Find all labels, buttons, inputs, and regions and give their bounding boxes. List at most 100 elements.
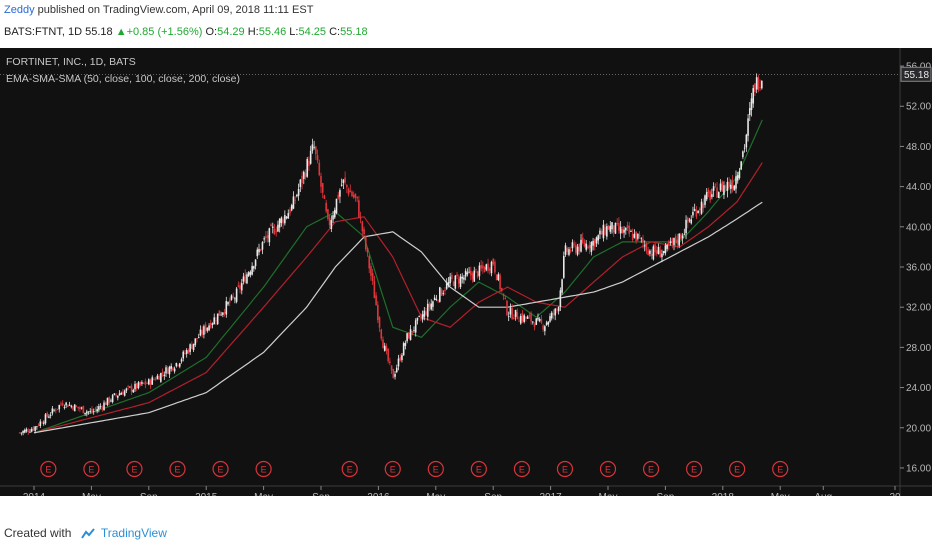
candle [142,382,145,384]
candle [385,343,388,355]
candle [437,299,439,303]
candle-body [316,155,319,161]
candle [470,266,472,281]
candle [735,170,737,194]
earnings-marker: E [384,460,401,478]
candle-body [34,426,36,431]
candle [669,237,672,246]
candle [92,408,95,415]
candle-body [392,369,395,379]
earnings-label: E [45,465,51,475]
candle-body [115,394,117,396]
candle [406,332,408,344]
candle-body [37,424,40,426]
candle-body [134,383,136,390]
candle [638,231,641,239]
candle [585,239,587,252]
candle-body [638,234,641,237]
candle [494,259,496,275]
candle [616,218,618,226]
candle-body [420,317,422,319]
candle [451,272,453,282]
candle [514,309,517,321]
candle [733,184,736,191]
ema-50-line [33,119,763,434]
tradingview-brand[interactable]: TradingView [100,526,167,540]
candle-body [463,277,465,280]
candle-body [165,367,167,374]
candle [575,242,577,255]
candle [447,276,450,288]
price-chart[interactable]: 56.0052.0048.0044.0040.0036.0032.0028.00… [0,48,932,496]
earnings-marker: E [513,460,531,478]
candle-body [607,226,610,230]
candle-body [156,375,159,380]
candle-body [227,302,229,305]
candle [382,336,384,349]
candle-body [705,192,708,200]
candle [249,270,252,278]
earnings-circle [427,460,444,478]
candle [148,378,150,386]
candle-body [652,246,655,260]
candle-body [542,325,544,330]
candle-body [473,270,476,282]
candle-body [261,242,264,250]
candle-body [418,316,420,317]
candle [681,233,684,244]
candle-body [509,307,512,315]
candle [287,209,290,219]
author-link[interactable]: Zeddy [4,4,35,16]
candle [583,239,586,248]
candle [320,172,322,194]
candle-body [451,274,453,280]
candle [580,234,582,253]
candle-body [130,385,133,392]
candle-body [351,191,353,197]
candle-body [315,146,317,155]
candle [563,251,565,279]
candle-body [347,188,350,195]
candle [559,287,562,312]
candle [125,387,128,393]
candle-body [129,386,131,388]
candle-body [39,421,42,427]
candle-body [56,408,59,410]
x-tick-label: May [426,492,445,496]
candle-body [513,317,515,320]
candle [208,323,210,332]
candle [714,183,717,188]
candle-body [247,272,250,277]
chart-area[interactable]: 56.0052.0048.0044.0040.0036.0032.0028.00… [0,48,932,496]
candle [351,190,353,198]
candle [72,405,74,411]
candle [652,244,655,261]
candle-body [612,225,615,233]
candle-body [63,406,66,408]
candle [213,313,216,325]
candle-body [561,279,563,293]
candle [266,230,269,243]
candle [628,222,631,237]
candle [265,231,267,243]
candle-body [166,368,169,374]
candle [325,199,327,214]
earnings-circle [599,460,617,478]
candle-body [18,432,21,434]
candle [630,229,632,233]
earnings-marker: E [255,460,272,478]
x-tick-label: 20 [889,492,901,496]
candle-body [409,329,412,340]
candle [321,182,324,199]
candle [397,354,400,371]
candle-body [20,432,23,434]
earnings-circle [513,460,531,478]
candle [487,258,489,274]
candle [561,278,563,295]
candle [82,405,85,414]
candle-body [266,235,269,239]
candle-body [51,408,54,414]
earnings-marker: E [341,460,358,478]
candle-body [123,390,126,396]
candle [557,306,560,315]
